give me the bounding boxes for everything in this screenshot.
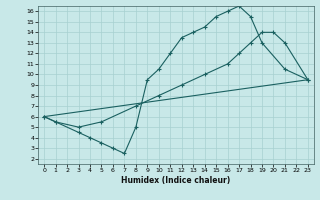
X-axis label: Humidex (Indice chaleur): Humidex (Indice chaleur): [121, 176, 231, 185]
